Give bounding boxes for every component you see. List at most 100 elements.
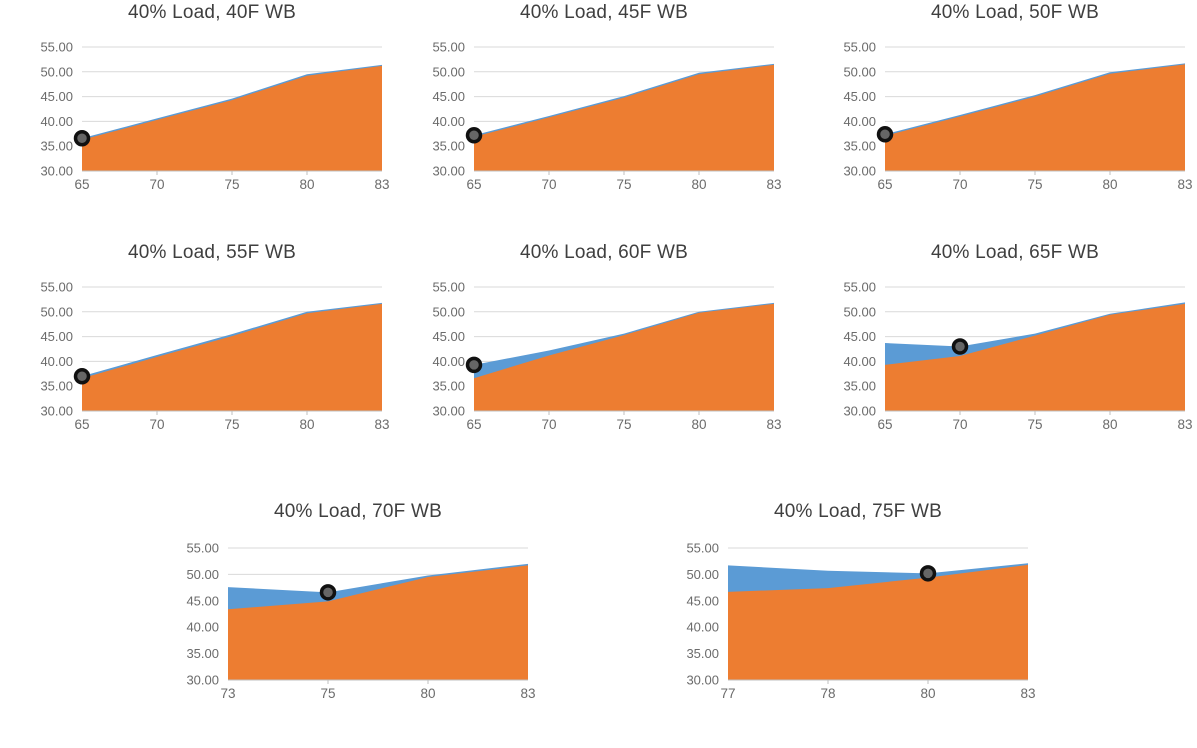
y-tick-label: 45.00 (843, 329, 876, 344)
x-tick-label: 80 (691, 417, 706, 432)
chart-title: 40% Load, 50F WB (931, 2, 1099, 23)
area-series-lower (885, 64, 1185, 171)
x-tick-label: 83 (1177, 417, 1192, 432)
y-tick-label: 35.00 (432, 379, 465, 394)
y-tick-label: 55.00 (843, 40, 876, 55)
chart-title: 40% Load, 45F WB (520, 2, 688, 23)
y-tick-label: 50.00 (186, 567, 219, 582)
x-tick-label: 83 (1177, 177, 1192, 192)
chart-60f-wb: 55.00 50.00 45.00 40.00 35.00 30.00 65 70 75 80 83… (394, 240, 786, 445)
x-tick-label: 65 (466, 417, 481, 432)
y-tick-label: 35.00 (686, 646, 719, 661)
y-tick-label: 50.00 (686, 567, 719, 582)
x-tick-label: 65 (466, 177, 481, 192)
x-tick-label: 75 (616, 177, 631, 192)
y-tick-label: 50.00 (432, 64, 465, 79)
y-tick-label: 55.00 (843, 280, 876, 295)
area-series-lower (885, 303, 1185, 411)
x-tick-label: 75 (1027, 177, 1042, 192)
y-tick-label: 30.00 (843, 404, 876, 419)
x-tick-label: 80 (920, 686, 935, 701)
y-tick-label: 40.00 (686, 620, 719, 635)
y-tick-label: 35.00 (843, 379, 876, 394)
area-series-lower (228, 565, 528, 680)
y-tick-label: 35.00 (843, 139, 876, 154)
x-tick-label: 80 (299, 177, 314, 192)
y-tick-label: 30.00 (843, 164, 876, 179)
area-series-lower (82, 65, 382, 171)
x-tick-label: 83 (374, 177, 389, 192)
y-tick-label: 30.00 (40, 404, 73, 419)
chart-55f-wb: 55.00 50.00 45.00 40.00 35.00 30.00 65 70 75 80 83… (2, 240, 394, 445)
chart-70f-wb: 55.00 50.00 45.00 40.00 35.00 30.00 73 75 80 83 4… (148, 495, 540, 725)
y-tick-label: 50.00 (843, 64, 876, 79)
area-series-lower (474, 64, 774, 171)
x-tick-label: 70 (952, 417, 967, 432)
x-tick-label: 83 (374, 417, 389, 432)
y-tick-label: 30.00 (686, 673, 719, 688)
marker-dot (465, 127, 483, 144)
y-tick-label: 50.00 (40, 304, 73, 319)
chart-title: 40% Load, 60F WB (520, 242, 688, 263)
x-tick-label: 75 (224, 177, 239, 192)
y-tick-label: 30.00 (186, 673, 219, 688)
y-tick-label: 35.00 (432, 139, 465, 154)
y-tick-label: 55.00 (40, 280, 73, 295)
x-tick-label: 80 (1102, 177, 1117, 192)
marker-dot (465, 356, 483, 374)
x-tick-label: 80 (1102, 417, 1117, 432)
y-tick-label: 45.00 (432, 329, 465, 344)
y-tick-label: 30.00 (432, 404, 465, 419)
y-tick-label: 45.00 (843, 89, 876, 104)
y-tick-label: 45.00 (40, 89, 73, 104)
y-tick-label: 55.00 (432, 280, 465, 295)
y-tick-label: 40.00 (432, 354, 465, 369)
x-tick-label: 77 (720, 686, 735, 701)
y-tick-label: 50.00 (40, 64, 73, 79)
chart-title: 40% Load, 55F WB (128, 242, 296, 263)
x-tick-label: 83 (766, 417, 781, 432)
x-tick-label: 70 (149, 417, 164, 432)
y-tick-label: 45.00 (40, 329, 73, 344)
y-tick-label: 40.00 (843, 114, 876, 129)
y-tick-label: 35.00 (40, 379, 73, 394)
area-series-lower (82, 303, 382, 411)
y-tick-label: 30.00 (432, 164, 465, 179)
x-tick-label: 80 (299, 417, 314, 432)
x-tick-label: 65 (74, 417, 89, 432)
y-tick-label: 40.00 (40, 114, 73, 129)
x-tick-label: 83 (520, 686, 535, 701)
chart-title: 40% Load, 65F WB (931, 242, 1099, 263)
x-tick-label: 75 (1027, 417, 1042, 432)
y-tick-label: 55.00 (432, 40, 465, 55)
y-tick-label: 55.00 (40, 40, 73, 55)
x-tick-label: 65 (877, 417, 892, 432)
y-tick-label: 40.00 (843, 354, 876, 369)
chart-title: 40% Load, 75F WB (774, 501, 942, 522)
chart-title: 40% Load, 40F WB (128, 2, 296, 23)
y-tick-label: 45.00 (686, 593, 719, 608)
y-tick-label: 35.00 (40, 139, 73, 154)
y-tick-label: 40.00 (186, 620, 219, 635)
chart-40f-wb: 55.00 50.00 45.00 40.00 35.00 30.00 65 70 75 80 83… (2, 0, 394, 205)
x-tick-label: 78 (820, 686, 835, 701)
x-tick-label: 65 (877, 177, 892, 192)
y-tick-label: 35.00 (186, 646, 219, 661)
x-tick-label: 65 (74, 177, 89, 192)
chart-title: 40% Load, 70F WB (274, 501, 442, 522)
x-tick-label: 73 (220, 686, 235, 701)
marker-dot (919, 565, 937, 582)
area-series-lower (728, 564, 1028, 680)
y-tick-label: 45.00 (186, 593, 219, 608)
chart-75f-wb: 55.00 50.00 45.00 40.00 35.00 30.00 77 78 80 83 4… (648, 495, 1040, 725)
chart-65f-wb: 55.00 50.00 45.00 40.00 35.00 30.00 65 70 75 80 83… (805, 240, 1197, 445)
